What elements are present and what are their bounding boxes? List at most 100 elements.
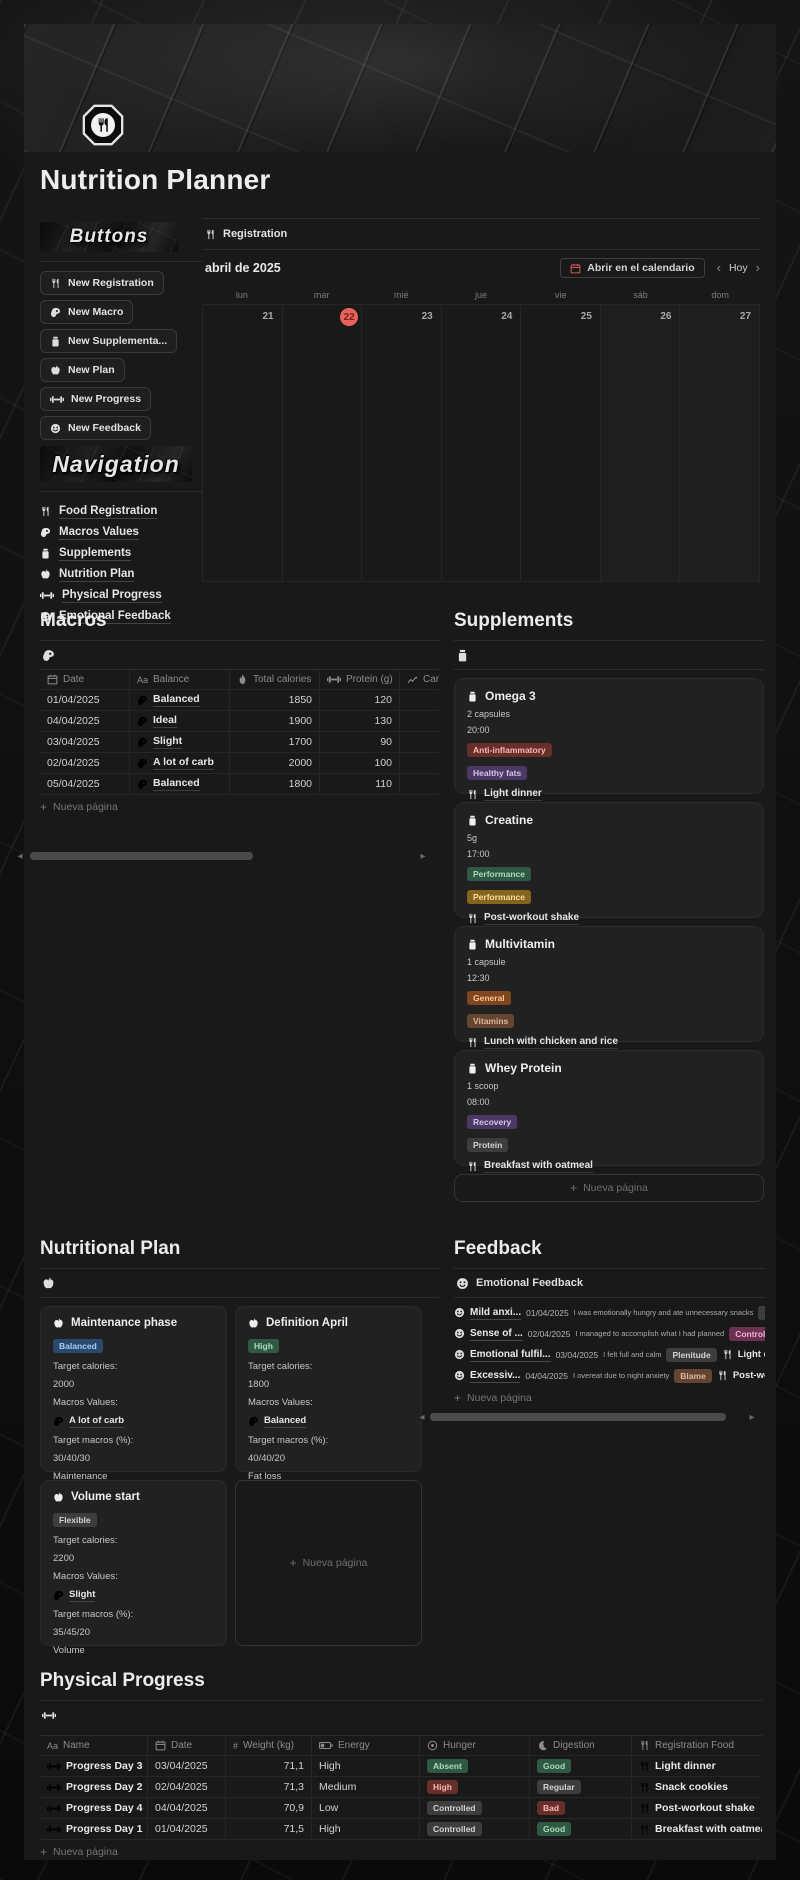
list-item[interactable]: Excessiv... 04/04/2025 I overeat due to … — [454, 1365, 765, 1386]
calendar-day-27[interactable]: 27 — [680, 305, 761, 581]
feedback-new-page-button[interactable]: + Nueva página — [454, 1386, 765, 1410]
calendar-day-23[interactable]: 23 — [362, 305, 442, 581]
new-macro-button[interactable]: New Macro — [40, 300, 134, 324]
calendar-day-21[interactable]: 21 — [203, 305, 283, 581]
open-in-calendar-label: Abrir en el calendario — [587, 262, 695, 274]
column-header-date[interactable]: Date — [148, 1736, 226, 1755]
calendar-day-24[interactable]: 24 — [442, 305, 522, 581]
time-text: 12:30 — [467, 973, 490, 983]
supplements-new-page-button[interactable]: + Nueva página — [454, 1174, 764, 1202]
sidebar-item-supplements[interactable]: Supplements — [40, 543, 206, 564]
table-row[interactable]: Progress Day 4 04/04/2025 70,9 Low Contr… — [40, 1798, 762, 1819]
supplements-db-icon-row[interactable] — [454, 641, 764, 669]
macros-scroll-right-arrow[interactable]: ▸ — [420, 851, 426, 862]
column-header-digestion[interactable]: Digestion — [530, 1736, 632, 1755]
name-cell: Progress Day 2 — [40, 1777, 148, 1797]
column-label: Weight (kg) — [243, 1740, 294, 1751]
plan-card-volume-start[interactable]: Volume start Flexible Target calories: 2… — [40, 1480, 227, 1656]
plan-db-icon-row[interactable] — [40, 1269, 439, 1297]
new-plan-button[interactable]: New Plan — [40, 358, 125, 382]
table-row[interactable]: 05/04/2025 Balanced 1800 110 — [40, 774, 439, 795]
hunger-cell: High — [420, 1777, 530, 1797]
supplement-card-creatine[interactable]: Creatine 5g 17:00 Performance Performanc… — [454, 802, 764, 925]
macros-scroll-left-arrow[interactable]: ◂ — [17, 851, 23, 862]
feedback-scroll-left-arrow[interactable]: ◂ — [419, 1412, 425, 1423]
column-label: Date — [171, 1740, 193, 1751]
table-row[interactable]: 01/04/2025 Balanced 1850 120 — [40, 690, 439, 711]
prev-week-chevron[interactable]: ‹ — [716, 260, 721, 275]
column-label: Total calories — [253, 674, 312, 685]
protein-cell: 120 — [320, 690, 400, 710]
macros-db-icon-row[interactable] — [40, 641, 439, 669]
open-in-calendar-button[interactable]: Abrir en el calendario — [560, 258, 705, 278]
macros-horizontal-scrollbar[interactable] — [30, 852, 253, 860]
column-header-total-calories[interactable]: Total calories — [230, 670, 320, 689]
today-button[interactable]: Hoy — [728, 262, 748, 274]
column-header-protein[interactable]: Protein (g) — [320, 670, 400, 689]
macros-new-page-button[interactable]: + Nueva página — [40, 795, 439, 819]
list-item[interactable]: Sense of ... 02/04/2025 I managed to acc… — [454, 1323, 765, 1344]
feedback-date: 03/04/2025 — [555, 1349, 599, 1360]
calendar-title-row[interactable]: Registration — [202, 219, 760, 249]
calendar-day-25[interactable]: 25 — [521, 305, 601, 581]
button-label: New Plan — [68, 364, 115, 376]
plan-new-page-button[interactable]: + Nueva página — [235, 1480, 422, 1646]
supplement-card-omega-3[interactable]: Omega 3 2 capsules 20:00 Anti-inflammato… — [454, 678, 764, 801]
new-registration-button[interactable]: New Registration — [40, 271, 164, 295]
meat-icon — [137, 716, 148, 727]
status-tag: Healthy fats — [467, 766, 528, 780]
column-header-date[interactable]: Date — [40, 670, 130, 689]
list-item[interactable]: Mild anxi... 01/04/2025 I was emotionall… — [454, 1302, 765, 1323]
table-row[interactable]: 03/04/2025 Slight 1700 90 — [40, 732, 439, 753]
table-row[interactable]: Progress Day 1 01/04/2025 71,5 High Cont… — [40, 1819, 762, 1840]
column-header-carbs[interactable]: Carbs — [400, 670, 439, 689]
date-cell: 01/04/2025 — [40, 690, 130, 710]
emotional-feedback-db-row[interactable]: Emotional Feedback — [454, 1269, 765, 1297]
next-week-chevron[interactable]: › — [755, 260, 760, 275]
sidebar-item-macros-values[interactable]: Macros Values — [40, 522, 206, 543]
table-row[interactable]: Progress Day 2 02/04/2025 71,3 Medium Hi… — [40, 1777, 762, 1798]
smiley-icon — [456, 1277, 469, 1290]
new-page-label: Nueva página — [583, 1182, 648, 1194]
sidebar-item-food-registration[interactable]: Food Registration — [40, 501, 206, 522]
page-logo-icon[interactable] — [80, 102, 126, 148]
calories-value: 1800 — [248, 1379, 270, 1390]
column-header-hunger[interactable]: Hunger — [420, 1736, 530, 1755]
new-progress-button[interactable]: New Progress — [40, 387, 152, 411]
today-badge: 22 — [340, 308, 359, 326]
button-label: New Registration — [68, 277, 154, 289]
column-header-registration-food[interactable]: Registration Food — [632, 1736, 762, 1755]
page-title: Nutrition Planner — [40, 164, 271, 195]
calendar-day-22-today[interactable]: 22 — [283, 305, 363, 581]
feedback-horizontal-scrollbar[interactable] — [430, 1413, 726, 1421]
new-supplement-button[interactable]: New Supplementa... — [40, 329, 178, 353]
calendar-day-26[interactable]: 26 — [600, 305, 681, 581]
time-text: 17:00 — [467, 849, 490, 859]
protein-cell: 100 — [320, 753, 400, 773]
nav-label: Physical Progress — [62, 589, 162, 603]
plan-card-maintenance-phase[interactable]: Maintenance phase Balanced Target calori… — [40, 1306, 227, 1482]
weight-cell: 71,1 — [226, 1756, 312, 1776]
column-header-name[interactable]: Aa Name — [40, 1736, 148, 1755]
list-item[interactable]: Emotional fulfil... 03/04/2025 I felt fu… — [454, 1344, 765, 1365]
plan-card-definition-april[interactable]: Definition April High Target calories: 1… — [235, 1306, 422, 1482]
feedback-description: I overeat due to night anxiety — [572, 1371, 670, 1380]
weekday-label: jue — [475, 290, 488, 300]
table-row[interactable]: Progress Day 3 03/04/2025 71,1 High Abse… — [40, 1756, 762, 1777]
supplement-card-multivitamin[interactable]: Multivitamin 1 capsule 12:30 General Vit… — [454, 926, 764, 1049]
sidebar-item-emotional-feedback[interactable]: Emotional Feedback — [40, 606, 206, 627]
plus-icon: + — [454, 1391, 462, 1405]
new-feedback-button[interactable]: New Feedback — [40, 416, 151, 440]
progress-db-icon-row[interactable] — [40, 1701, 762, 1729]
progress-new-page-button[interactable]: + Nueva página — [40, 1840, 762, 1864]
column-header-balance[interactable]: Aa Balance — [130, 670, 230, 689]
feedback-scroll-right-arrow[interactable]: ▸ — [749, 1412, 755, 1423]
column-header-weight[interactable]: # Weight (kg) — [226, 1736, 312, 1755]
table-row[interactable]: 04/04/2025 Ideal 1900 130 — [40, 711, 439, 732]
supplement-card-whey-protein[interactable]: Whey Protein 1 scoop 08:00 Recovery Prot… — [454, 1050, 764, 1173]
sidebar-item-physical-progress[interactable]: Physical Progress — [40, 585, 206, 606]
feedback-name: Sense of ... — [470, 1327, 523, 1341]
sidebar-item-nutrition-plan[interactable]: Nutrition Plan — [40, 564, 206, 585]
table-row[interactable]: 02/04/2025 A lot of carb 2000 100 — [40, 753, 439, 774]
column-header-energy[interactable]: Energy — [312, 1736, 420, 1755]
